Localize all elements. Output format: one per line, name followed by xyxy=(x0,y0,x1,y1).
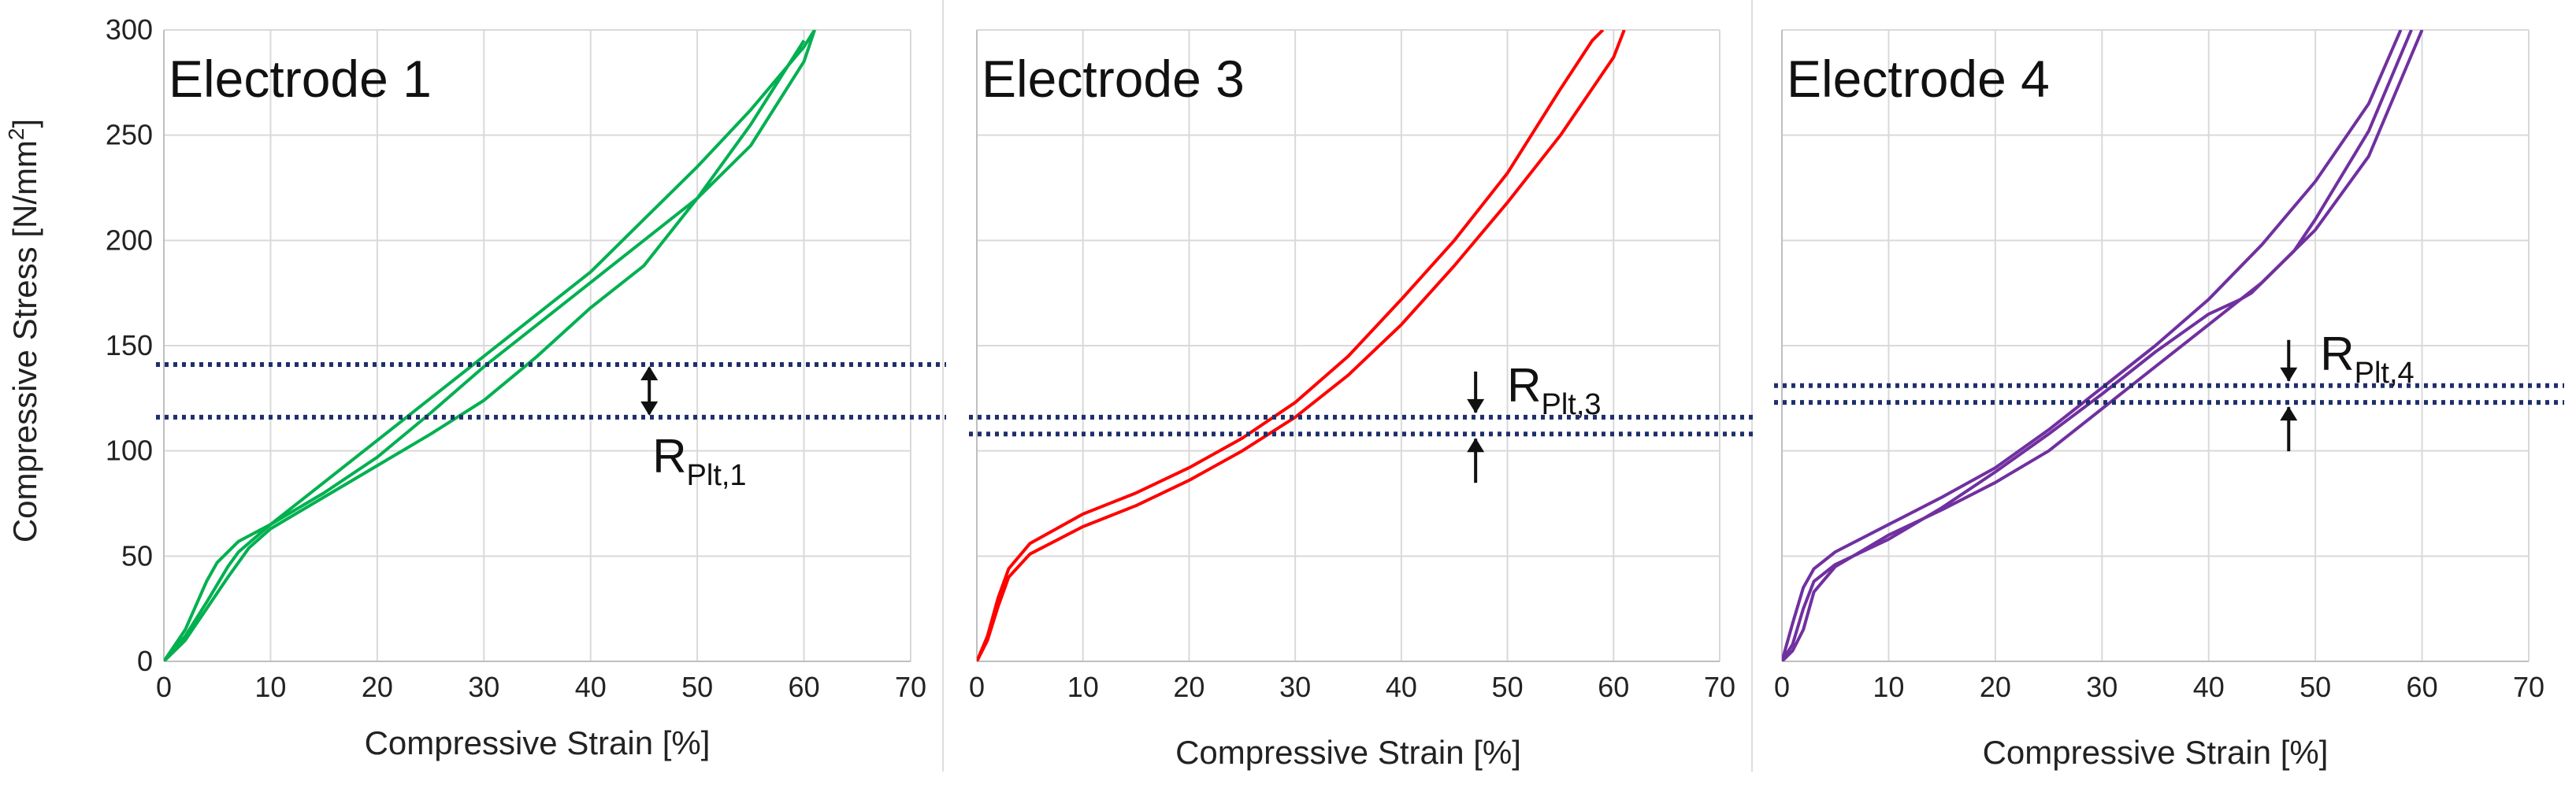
x-tick-label: 20 xyxy=(362,671,393,703)
x-tick-label: 70 xyxy=(895,671,926,703)
panel-title: Electrode 3 xyxy=(982,50,1245,108)
x-axis-title: Compressive Strain [%] xyxy=(1175,734,1521,771)
x-tick-label: 30 xyxy=(468,671,499,703)
annotation-label: RPlt,1 xyxy=(652,430,746,492)
x-tick-label: 70 xyxy=(2513,671,2544,703)
y-tick-label: 250 xyxy=(106,119,153,151)
series-line xyxy=(164,39,806,661)
x-tick-label: 30 xyxy=(2086,671,2118,703)
x-tick-label: 60 xyxy=(2407,671,2438,703)
x-axis-title: Compressive Strain [%] xyxy=(365,724,711,761)
series-line xyxy=(164,30,816,661)
x-tick-label: 40 xyxy=(1386,671,1417,703)
annotation-arrow-up xyxy=(2280,406,2298,421)
x-tick-label: 40 xyxy=(575,671,607,703)
annotation-label: RPlt,4 xyxy=(2320,328,2414,390)
annotation-arrow-down xyxy=(1467,398,1485,413)
x-tick-label: 0 xyxy=(969,671,985,703)
y-tick-label: 100 xyxy=(106,435,153,467)
chart-electrode-3: 0 10 20 30 40 50 60 70 Compressive Strain [%] Ele… xyxy=(969,29,1755,771)
x-tick-label: 50 xyxy=(681,671,713,703)
y-axis-title: Compressive Stress [N/mm2] xyxy=(4,119,43,542)
x-tick-label: 30 xyxy=(1279,671,1311,703)
x-tick-label: 0 xyxy=(156,671,172,703)
x-tick-label: 60 xyxy=(1598,671,1629,703)
x-tick-label: 50 xyxy=(1492,671,1524,703)
y-tick-label: 0 xyxy=(137,645,153,677)
x-tick-label: 60 xyxy=(789,671,820,703)
chart-electrode-1: 0 10 20 30 40 50 60 70 0 50 100 150 200 250 300 Compres… xyxy=(106,13,946,761)
panel-title: Electrode 4 xyxy=(1787,50,2050,108)
y-tick-label: 150 xyxy=(106,329,153,361)
x-tick-label: 70 xyxy=(1704,671,1735,703)
panel-title: Electrode 1 xyxy=(169,50,432,108)
annotation-arrow-up xyxy=(640,366,659,381)
annotation-arrow-down xyxy=(2280,367,2298,382)
x-tick-label: 20 xyxy=(1980,671,2011,703)
x-tick-label: 20 xyxy=(1173,671,1204,703)
x-tick-label: 0 xyxy=(1774,671,1790,703)
annotation-arrow-up xyxy=(1467,438,1485,453)
y-tick-label: 50 xyxy=(121,539,153,572)
annotation-label: RPlt,3 xyxy=(1507,359,1601,421)
x-tick-label: 10 xyxy=(1067,671,1099,703)
x-tick-label: 10 xyxy=(1873,671,1904,703)
series-line xyxy=(1782,30,2403,661)
x-tick-label: 10 xyxy=(254,671,286,703)
chart-electrode-4: 0 10 20 30 40 50 60 70 Compressive Strain [%] Ele… xyxy=(1774,29,2564,771)
series-line xyxy=(164,30,816,661)
series-line xyxy=(1782,30,2424,661)
x-axis-title: Compressive Strain [%] xyxy=(1983,734,2329,771)
series-line xyxy=(977,30,1605,661)
annotation-arrow-down xyxy=(640,401,659,416)
y-tick-label: 300 xyxy=(106,13,153,46)
x-tick-label: 40 xyxy=(2193,671,2225,703)
y-tick-label: 200 xyxy=(106,224,153,256)
x-tick-label: 50 xyxy=(2299,671,2331,703)
series-line xyxy=(977,30,1626,661)
